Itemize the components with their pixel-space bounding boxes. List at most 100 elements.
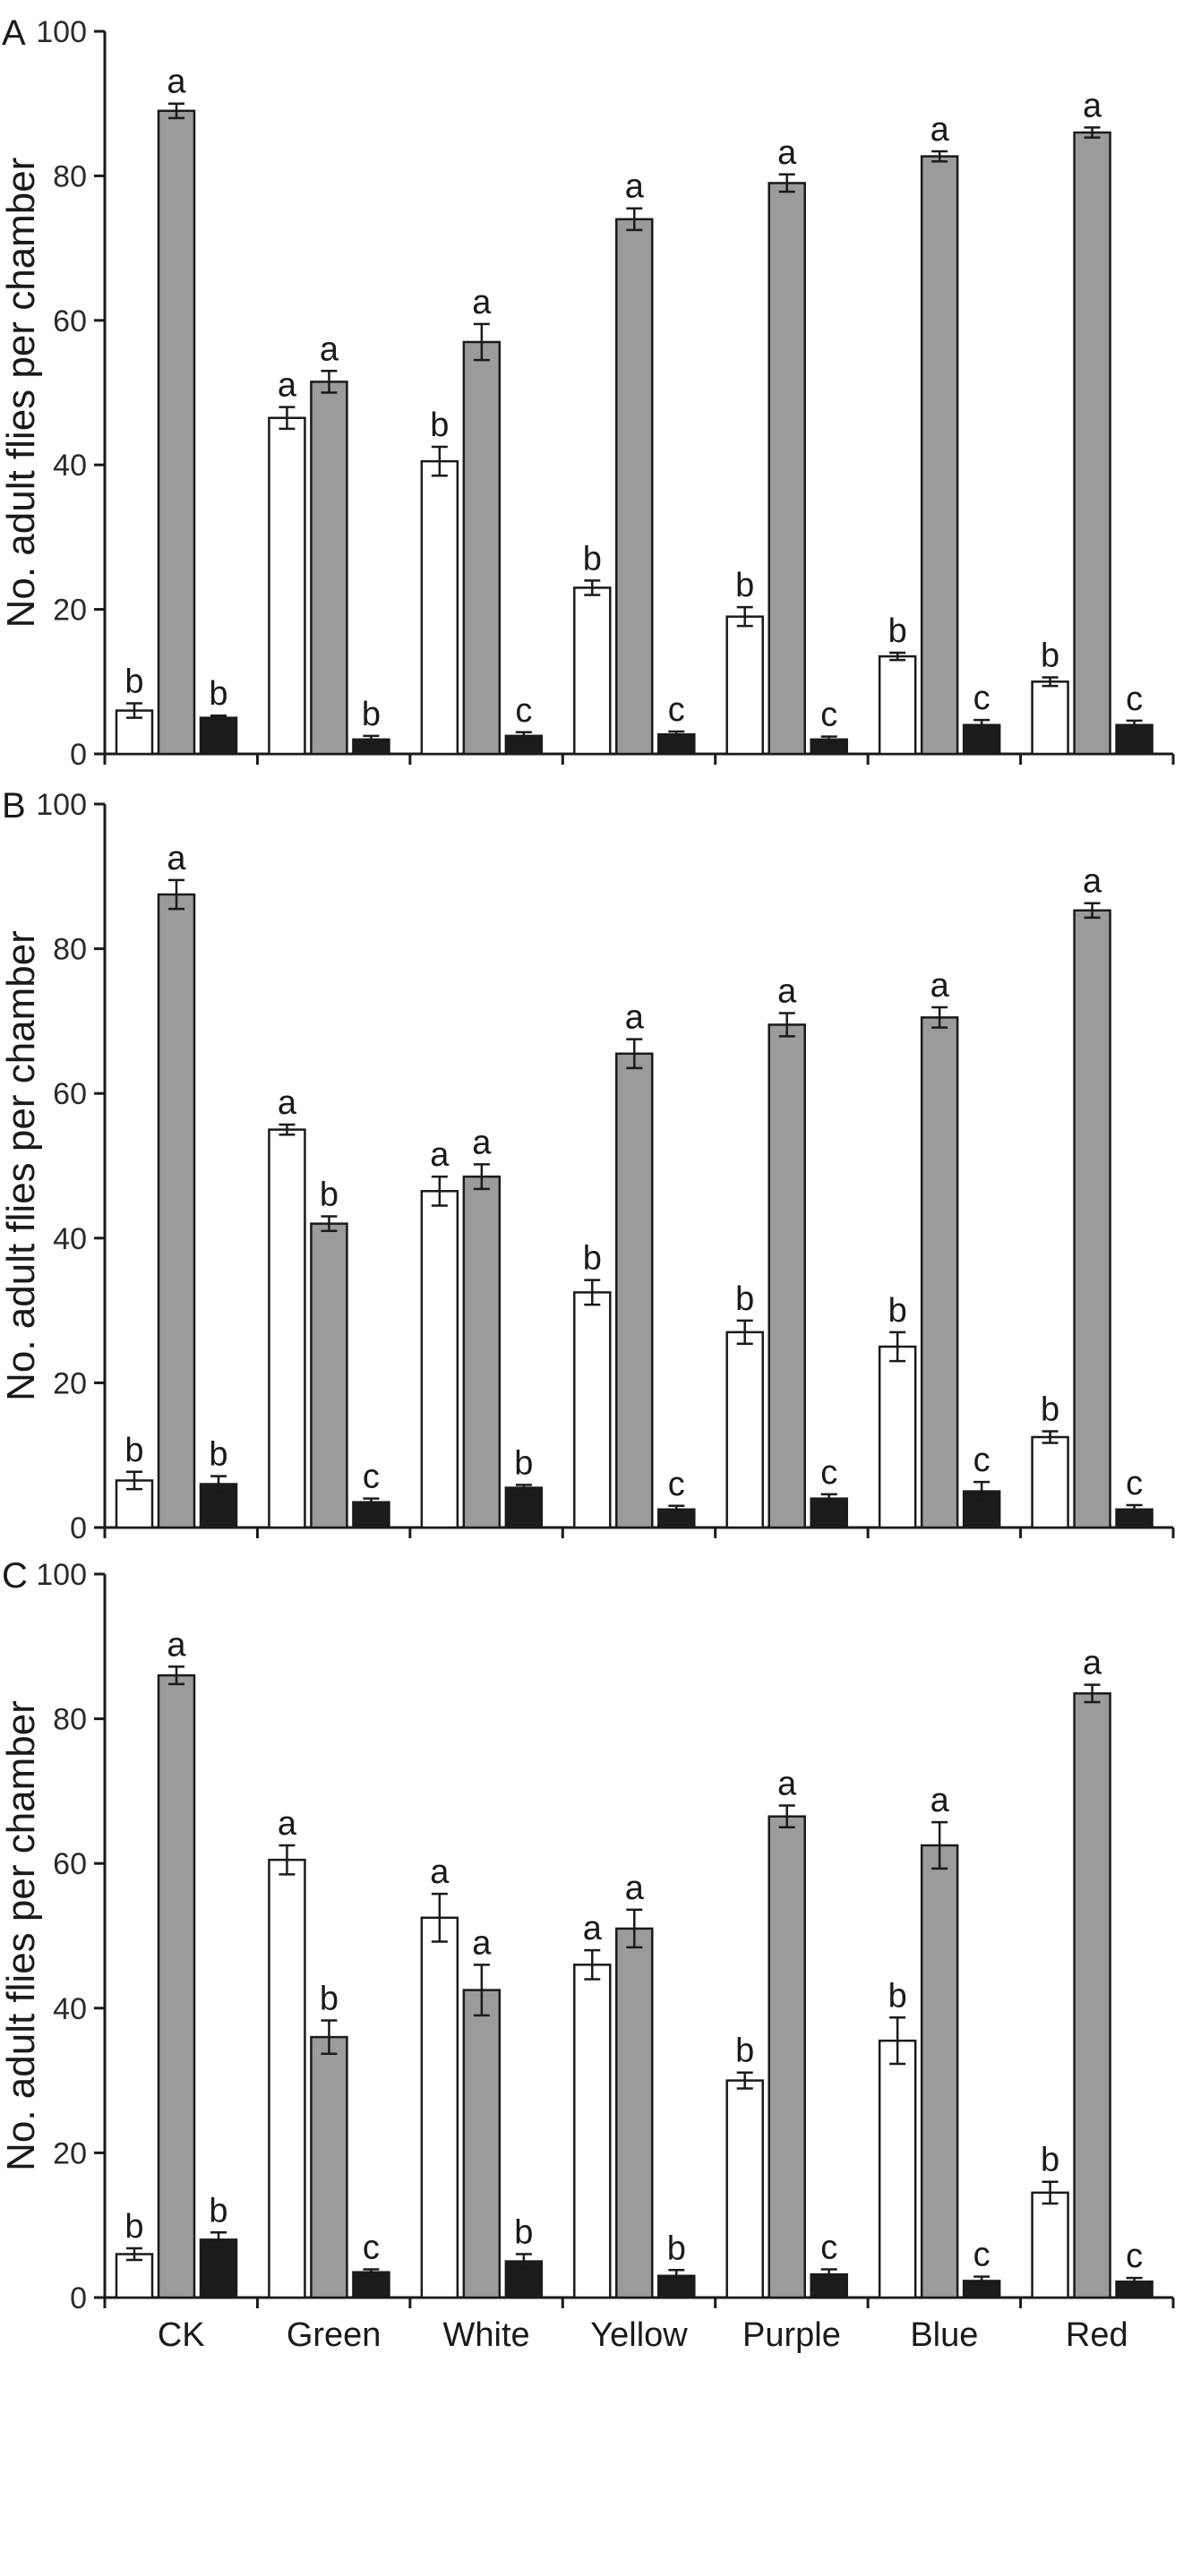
- significance-letter: a: [930, 967, 950, 1005]
- bar-gray-red: [1073, 909, 1111, 1529]
- error-bar-gray-red: [1084, 902, 1101, 920]
- bar-gray-purple: [768, 182, 806, 756]
- bar-white-white: [420, 1190, 459, 1529]
- significance-letter: a: [278, 1084, 297, 1122]
- bar-white-purple: [725, 1331, 764, 1529]
- significance-letter: b: [209, 675, 227, 713]
- significance-letter: a: [930, 111, 950, 149]
- significance-letter: a: [1083, 863, 1102, 901]
- error-bar-white-green: [279, 406, 296, 431]
- error-bar-black-yellow: [668, 730, 685, 739]
- error-bar-black-green: [363, 1497, 380, 1508]
- y-tick-label: 40: [53, 1992, 87, 2026]
- bar-gray-yellow: [615, 1927, 654, 2299]
- significance-letter: b: [209, 2192, 227, 2229]
- error-bar-gray-white: [473, 1964, 490, 2017]
- bar-white-purple: [725, 2079, 764, 2299]
- significance-letter: b: [514, 2214, 533, 2252]
- x-tick-label-yellow: Yellow: [590, 2316, 688, 2354]
- error-bar-black-white: [515, 731, 532, 741]
- y-tick-label: 80: [53, 1703, 87, 1737]
- y-tick-label: 40: [53, 449, 87, 483]
- y-axis-title: No. adult flies per chamber: [0, 1700, 43, 2171]
- error-bar-black-yellow: [668, 2269, 685, 2283]
- significance-letter: c: [820, 2229, 837, 2266]
- significance-letter: c: [515, 692, 532, 730]
- significance-letter: b: [362, 696, 381, 733]
- error-bar-gray-ck: [168, 878, 184, 911]
- y-tick-label: 20: [53, 594, 87, 628]
- significance-letter: b: [320, 1177, 339, 1214]
- error-bar-gray-purple: [778, 1012, 795, 1038]
- bar-white-blue: [878, 1345, 917, 1529]
- bar-white-purple: [725, 615, 764, 756]
- significance-letter: c: [973, 680, 990, 717]
- significance-letter: a: [777, 134, 797, 172]
- significance-letter: a: [167, 1626, 186, 1664]
- bar-white-ck: [115, 2253, 154, 2299]
- significance-letter: b: [667, 2229, 686, 2267]
- bar-white-yellow: [573, 586, 612, 756]
- error-bar-white-yellow: [584, 1279, 601, 1306]
- bar-gray-red: [1073, 1692, 1111, 2299]
- bar-gray-green: [310, 381, 348, 756]
- significance-letter: a: [472, 284, 492, 321]
- error-bar-black-purple: [820, 2268, 837, 2281]
- bar-white-white: [420, 1916, 459, 2299]
- error-bar-white-purple: [736, 605, 753, 628]
- error-bar-gray-white: [473, 322, 490, 362]
- significance-letter: a: [320, 330, 339, 368]
- error-bar-white-green: [279, 1844, 296, 1876]
- error-bar-white-yellow: [584, 1948, 601, 1981]
- significance-letter: b: [124, 663, 143, 701]
- significance-letter: b: [124, 1432, 143, 1469]
- significance-letter: b: [583, 1240, 602, 1278]
- error-bar-white-ck: [126, 1470, 142, 1491]
- y-tick-label: 100: [36, 1558, 87, 1592]
- error-bar-white-blue: [889, 651, 906, 662]
- bar-gray-yellow: [615, 218, 654, 756]
- significance-letter: c: [668, 1466, 685, 1503]
- bar-gray-ck: [157, 1673, 196, 2299]
- y-tick-label: 100: [36, 15, 87, 49]
- bar-gray-ck: [157, 893, 196, 1529]
- bar-gray-yellow: [615, 1052, 654, 1529]
- bar-white-blue: [878, 2039, 917, 2299]
- significance-letter: a: [777, 1766, 797, 1803]
- significance-letter: b: [430, 407, 449, 444]
- y-tick-label: 60: [53, 1847, 87, 1881]
- error-bar-white-red: [1042, 1430, 1059, 1444]
- error-bar-gray-blue: [931, 1820, 948, 1870]
- y-tick-label: 0: [70, 2281, 87, 2315]
- bar-white-ck: [115, 709, 154, 756]
- y-tick-label: 0: [70, 1511, 87, 1545]
- bar-gray-blue: [920, 1844, 959, 2299]
- significance-letter: b: [1041, 1391, 1059, 1429]
- bar-white-yellow: [573, 1291, 612, 1529]
- error-bar-gray-green: [321, 2019, 338, 2055]
- error-bar-black-purple: [820, 735, 837, 744]
- significance-letter: a: [430, 1136, 450, 1174]
- y-tick-label: 60: [53, 304, 87, 338]
- significance-letter: b: [124, 2208, 143, 2246]
- significance-letter: b: [209, 1436, 227, 1474]
- x-tick-label-ck: CK: [158, 2316, 205, 2354]
- panel-label: A: [2, 13, 26, 53]
- error-bar-white-white: [431, 1175, 448, 1207]
- error-bar-black-ck: [210, 714, 227, 722]
- error-bar-black-white: [515, 2253, 532, 2270]
- error-bar-white-red: [1042, 676, 1059, 688]
- error-bar-white-ck: [126, 2247, 142, 2262]
- x-tick-label-purple: Purple: [742, 2316, 841, 2354]
- error-bar-black-yellow: [668, 1504, 685, 1515]
- bar-white-yellow: [573, 1964, 612, 2299]
- error-bar-black-red: [1126, 1503, 1143, 1515]
- y-tick-label: 40: [53, 1222, 87, 1256]
- error-bar-gray-purple: [778, 173, 795, 193]
- error-bar-gray-red: [1084, 126, 1101, 139]
- significance-letter: a: [472, 1924, 492, 1962]
- significance-letter: a: [430, 1853, 450, 1891]
- bar-white-green: [268, 416, 306, 756]
- significance-letter: b: [735, 567, 754, 604]
